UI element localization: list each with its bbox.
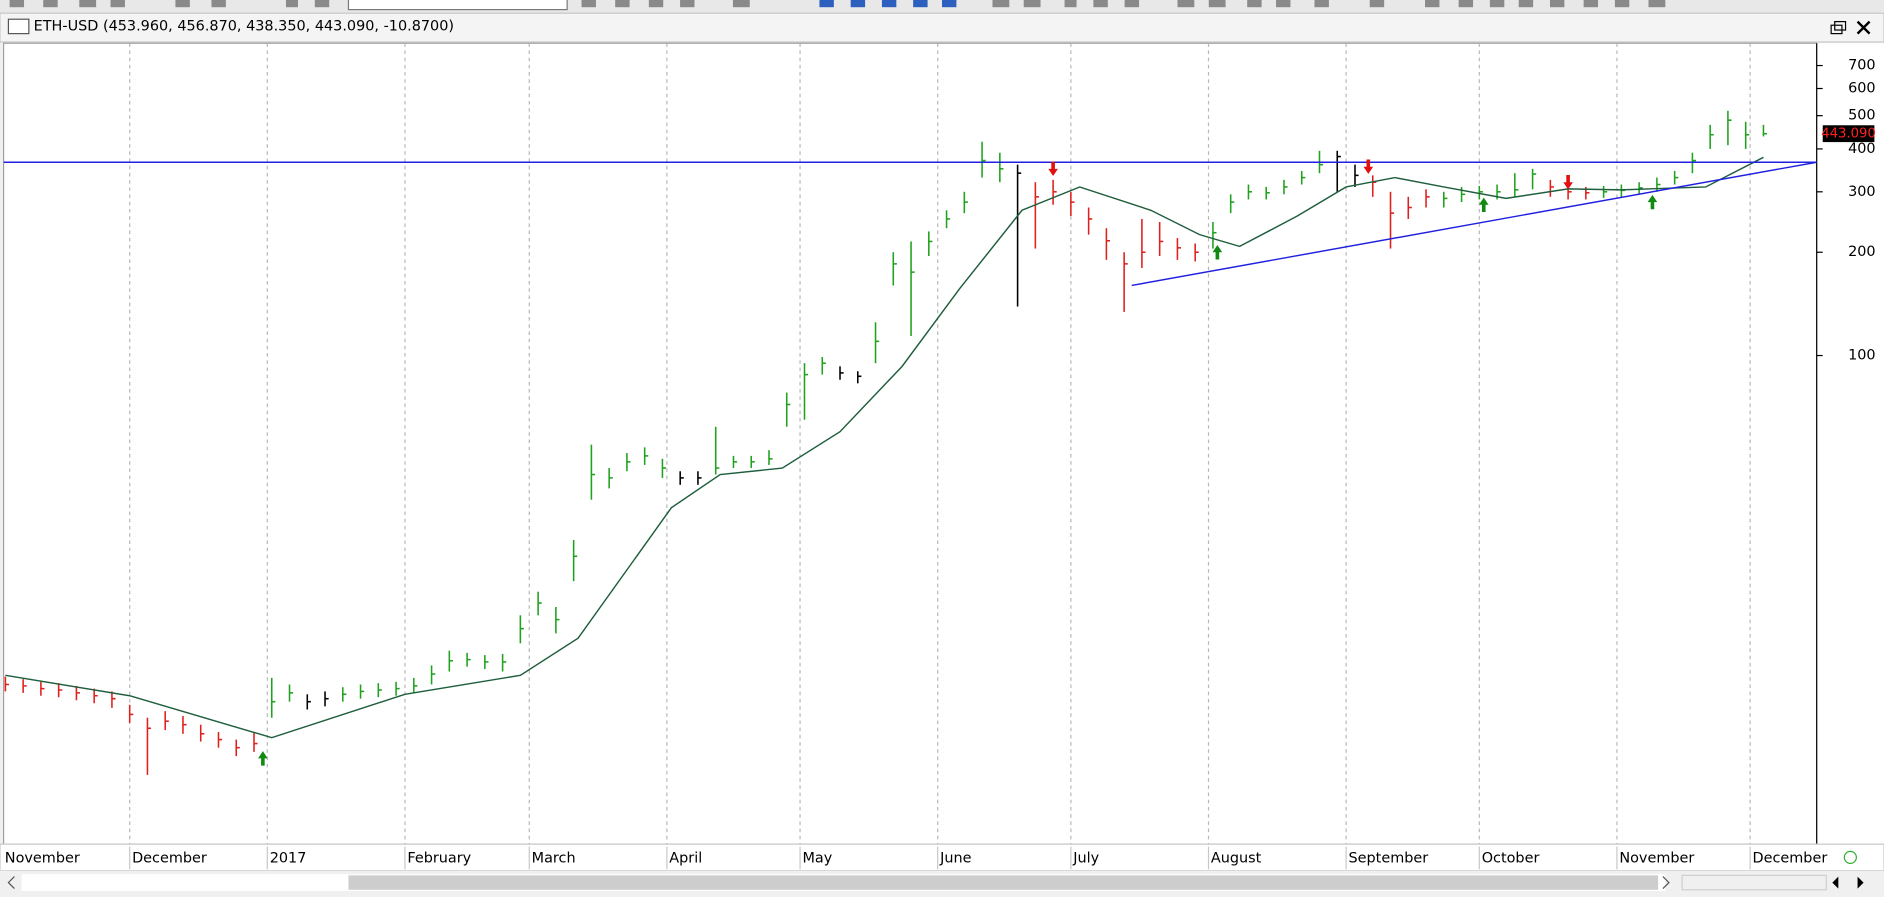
y-tick-label: 100 — [1848, 348, 1876, 364]
x-tick-label: December — [1753, 851, 1828, 867]
signal-arrow-up — [1478, 197, 1489, 212]
plot-area — [3, 42, 1818, 845]
y-tick-label: 400 — [1848, 141, 1876, 157]
signal-arrow-down — [1363, 159, 1374, 174]
x-tick-label: May — [802, 851, 832, 867]
x-tick-label: September — [1349, 851, 1429, 867]
signal-arrow-down — [1563, 174, 1573, 190]
x-tick-label: October — [1482, 851, 1540, 867]
x-tick-label: March — [532, 851, 576, 867]
signal-arrow-up — [1647, 194, 1658, 210]
status-indicator — [1843, 850, 1857, 864]
signal-arrow-down — [1048, 161, 1058, 177]
plot-layer — [3, 43, 1817, 845]
chart-title-bar — [0, 12, 1884, 43]
signal-arrow-up — [1212, 245, 1223, 260]
signal-arrow-up — [258, 751, 268, 766]
x-tick-label: July — [1072, 851, 1099, 867]
x-tick-label: April — [669, 851, 702, 867]
x-tick-label: 2017 — [270, 851, 307, 867]
x-tick-label: November — [5, 851, 80, 867]
close-button[interactable] — [1852, 18, 1875, 38]
y-tick-label: 600 — [1848, 81, 1876, 97]
last-price-label: 443.090 — [1821, 127, 1876, 142]
chart-title: ETH-USD (453.960, 456.870, 438.350, 443.… — [34, 18, 454, 34]
last-price-box — [1822, 125, 1875, 143]
y-tick-label: 300 — [1848, 184, 1876, 200]
y-tick-label: 700 — [1848, 58, 1876, 74]
y-tick-label: 200 — [1848, 244, 1876, 260]
scroll-thumb[interactable] — [348, 875, 1659, 890]
trendline — [1131, 161, 1817, 287]
x-tick-label: February — [407, 851, 471, 867]
x-tick-label: August — [1211, 851, 1262, 867]
time-axis — [0, 843, 1884, 872]
scrollbar[interactable] — [0, 870, 1884, 897]
toolbar-icons — [9, 0, 1666, 8]
restore-button[interactable] — [1826, 18, 1848, 38]
x-tick-label: December — [132, 851, 207, 867]
chart-icon — [7, 18, 30, 35]
indicator-dropdown[interactable] — [347, 0, 568, 11]
y-tick-label: 500 — [1848, 108, 1876, 124]
price-axis — [1816, 43, 1884, 845]
chart: November December 2017 February March April Ma… — [3, 43, 1876, 870]
x-tick-label: November — [1619, 851, 1694, 867]
x-tick-label: June — [939, 851, 972, 867]
moving-average — [5, 156, 1764, 739]
